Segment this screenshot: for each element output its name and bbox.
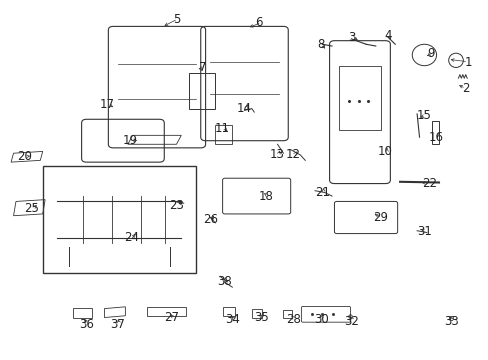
- Text: 11: 11: [215, 122, 230, 135]
- Bar: [283, 310, 291, 318]
- Text: 38: 38: [216, 275, 231, 288]
- Bar: [431, 121, 438, 144]
- Text: 17: 17: [100, 99, 115, 112]
- Bar: [339, 66, 380, 130]
- Bar: [147, 307, 186, 316]
- Text: 30: 30: [313, 313, 328, 326]
- Text: 5: 5: [172, 13, 180, 26]
- Text: 18: 18: [259, 190, 273, 203]
- Text: 16: 16: [428, 131, 443, 144]
- Text: 7: 7: [199, 61, 206, 74]
- Text: 3: 3: [347, 31, 354, 44]
- Text: 20: 20: [17, 150, 32, 163]
- Text: 8: 8: [317, 38, 325, 51]
- Text: 27: 27: [164, 311, 179, 324]
- Bar: [188, 73, 215, 109]
- Text: 21: 21: [314, 186, 329, 199]
- Text: 33: 33: [443, 315, 458, 328]
- Text: 1: 1: [464, 55, 471, 69]
- Text: 12: 12: [285, 148, 300, 162]
- Text: 13: 13: [269, 148, 284, 162]
- Text: 24: 24: [124, 231, 139, 244]
- Text: 14: 14: [237, 102, 251, 115]
- Text: 2: 2: [461, 82, 468, 95]
- Text: 4: 4: [384, 29, 391, 42]
- Text: 34: 34: [224, 313, 239, 326]
- Text: 31: 31: [416, 225, 431, 238]
- Text: 26: 26: [203, 213, 218, 226]
- Text: 28: 28: [285, 313, 300, 326]
- Text: 15: 15: [416, 109, 431, 122]
- Bar: [42, 166, 196, 273]
- Text: 19: 19: [122, 134, 138, 147]
- Text: 6: 6: [255, 16, 262, 29]
- Bar: [222, 307, 234, 316]
- Text: 36: 36: [79, 318, 94, 331]
- Text: 9: 9: [426, 47, 433, 60]
- Text: 29: 29: [372, 211, 387, 224]
- Text: 35: 35: [254, 311, 268, 324]
- Bar: [251, 309, 261, 318]
- Bar: [215, 125, 232, 144]
- Text: 37: 37: [110, 318, 125, 331]
- Text: 25: 25: [24, 202, 39, 215]
- Text: 22: 22: [421, 177, 436, 190]
- Text: 23: 23: [169, 198, 183, 212]
- Text: 10: 10: [377, 145, 392, 158]
- Bar: [73, 307, 92, 318]
- Text: 32: 32: [344, 315, 358, 328]
